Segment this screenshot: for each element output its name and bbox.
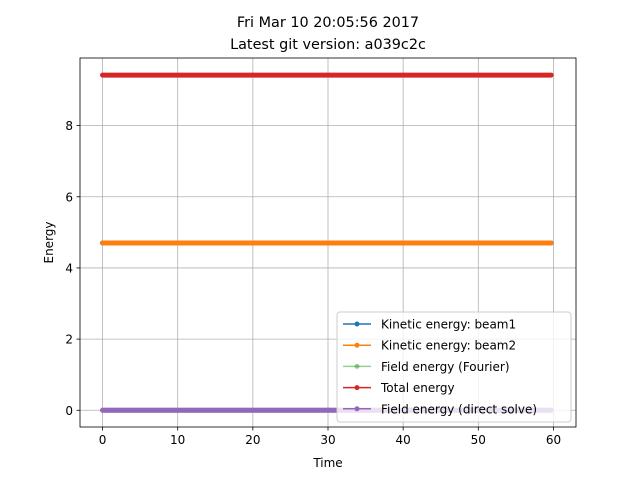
ticks: 0 10 20 30 40 50 60 0 2 4 6 8 — [65, 119, 561, 447]
chart-title-line2: Latest git version: a039c2c — [230, 37, 426, 53]
x-axis-label: Time — [312, 456, 342, 470]
x-tick-label: 0 — [99, 433, 107, 447]
legend-item-3: Field energy (Fourier) — [343, 360, 510, 374]
x-tick-label: 60 — [546, 433, 561, 447]
legend-label: Field energy (direct solve) — [381, 402, 537, 416]
y-tick-label: 0 — [65, 404, 73, 418]
legend-swatch-marker — [354, 385, 360, 391]
legend-label: Kinetic energy: beam2 — [381, 339, 516, 353]
legend-swatch-marker — [354, 406, 360, 412]
y-tick-label: 8 — [65, 119, 73, 133]
legend-swatch-marker — [354, 321, 360, 327]
legend-item-2: Kinetic energy: beam2 — [343, 339, 516, 353]
x-tick-label: 10 — [170, 433, 185, 447]
legend-label: Total energy — [380, 381, 455, 395]
y-tick-label: 4 — [65, 261, 73, 275]
legend-swatch-marker — [354, 342, 360, 348]
x-tick-label: 40 — [396, 433, 411, 447]
legend-item-5: Field energy (direct solve) — [343, 402, 537, 416]
x-tick-label: 20 — [245, 433, 260, 447]
legend-box — [336, 311, 572, 423]
x-tick-label: 30 — [320, 433, 335, 447]
y-tick-label: 6 — [65, 190, 73, 204]
legend: Kinetic energy: beam1 Kinetic energy: bea… — [336, 311, 572, 423]
y-axis-label: Energy — [42, 221, 56, 263]
legend-label: Field energy (Fourier) — [381, 360, 510, 374]
legend-item-4: Total energy — [343, 381, 455, 395]
chart-title-line1: Fri Mar 10 20:05:56 2017 — [237, 15, 419, 31]
legend-item-1: Kinetic energy: beam1 — [343, 318, 516, 332]
legend-swatch-marker — [354, 363, 360, 369]
x-tick-label: 50 — [471, 433, 486, 447]
legend-label: Kinetic energy: beam1 — [381, 318, 516, 332]
y-tick-label: 2 — [65, 333, 73, 347]
